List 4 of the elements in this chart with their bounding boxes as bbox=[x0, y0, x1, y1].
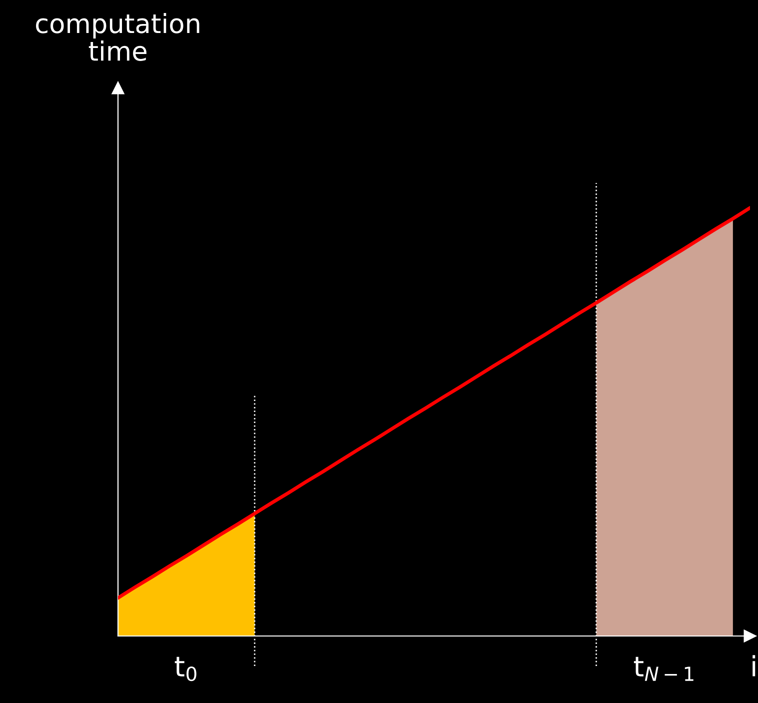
x-tick-label: t$_{N−1}$ bbox=[634, 656, 694, 681]
x-axis-title: i bbox=[752, 655, 756, 676]
x-tick-label: t$_{0}$ bbox=[174, 656, 196, 682]
text: computation time bbox=[36, 12, 200, 61]
